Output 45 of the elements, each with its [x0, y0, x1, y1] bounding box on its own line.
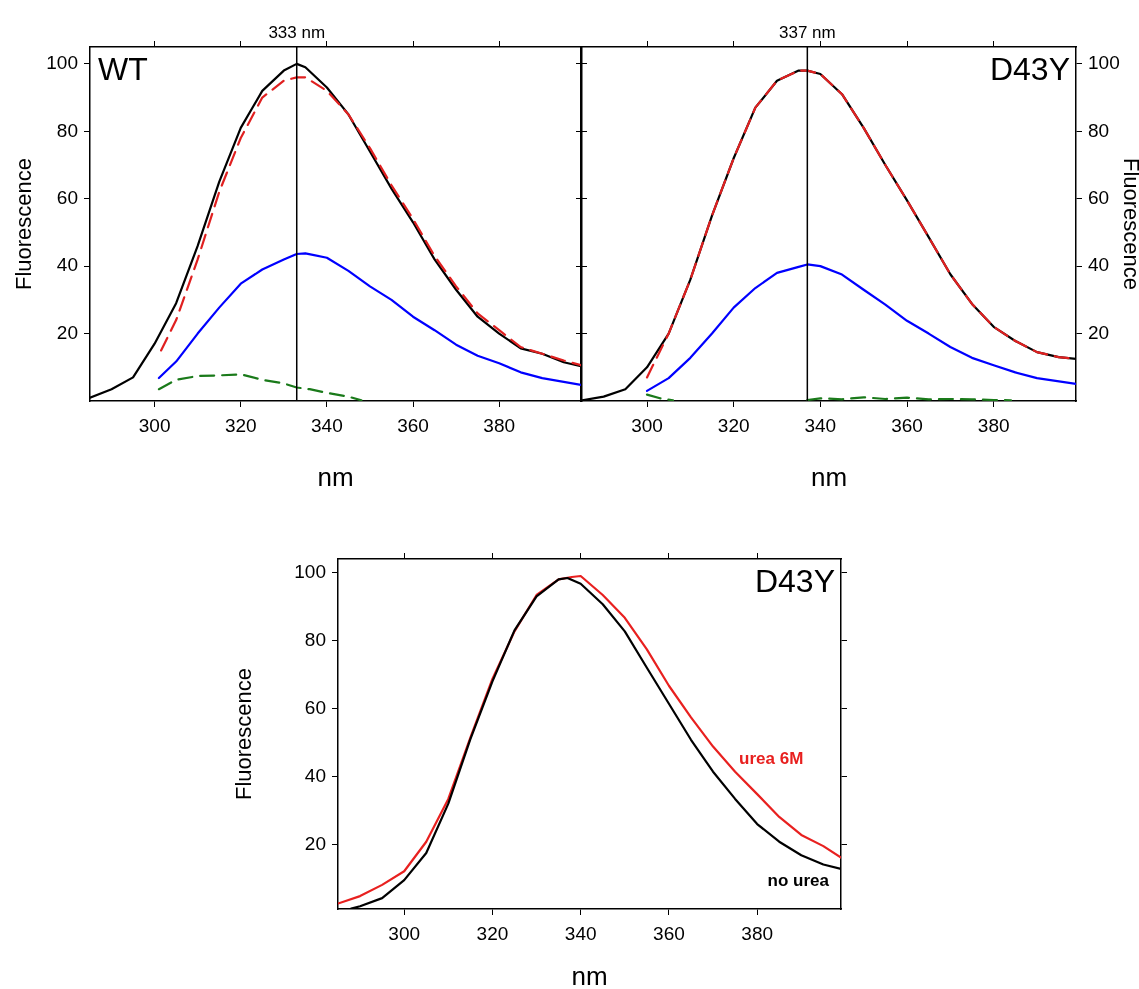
x-tick-label: 380 [977, 414, 1010, 436]
x-tick-label: 340 [564, 922, 597, 944]
x-tick-label: 340 [804, 414, 837, 436]
x-tick-label: 380 [741, 922, 774, 944]
x-tick-label: 300 [138, 414, 171, 436]
x-tick-label: 380 [483, 414, 516, 436]
annotation: D43Y [989, 50, 1070, 87]
series-label: no urea [767, 871, 830, 891]
y2-tick-label: 60 [1088, 186, 1110, 208]
y-tick-label: 40 [56, 254, 78, 276]
line-series [159, 76, 581, 367]
series-label: urea 6M [739, 749, 804, 769]
y-axis-title: Fluorescence [231, 667, 257, 801]
x-axis-title: nm [571, 960, 608, 989]
ref-line-label: 337 nm [778, 23, 836, 43]
y2-tick-label: 20 [1088, 321, 1110, 343]
x-tick-label: 340 [311, 414, 343, 436]
x-tick-label: 300 [631, 414, 663, 436]
annotation: WT [98, 50, 148, 87]
line-series [157, 373, 363, 401]
y-tick-label: 60 [56, 186, 78, 208]
y-tick-label: 20 [304, 832, 326, 854]
x-tick-label: 320 [717, 414, 750, 436]
x-tick-label: 360 [891, 414, 923, 436]
y-tick-label: 20 [56, 321, 78, 343]
x-axis-title: nm [317, 461, 354, 492]
y-axis-title: Fluorescence [11, 157, 37, 291]
y2-axis-title: Fluorescence [1118, 157, 1139, 291]
ref-line-label: 333 nm [268, 23, 326, 43]
x-tick-label: 300 [388, 922, 421, 944]
y2-tick-label: 100 [1088, 52, 1120, 74]
x-tick-label: 320 [224, 414, 257, 436]
y-tick-label: 60 [304, 696, 326, 718]
y2-tick-label: 40 [1088, 254, 1110, 276]
y-tick-label: 40 [304, 764, 326, 786]
y2-tick-label: 80 [1088, 119, 1110, 141]
y-tick-label: 100 [46, 52, 78, 74]
x-tick-label: 360 [653, 922, 685, 944]
x-tick-label: 320 [476, 922, 509, 944]
y-tick-label: 100 [294, 560, 326, 582]
x-tick-label: 360 [397, 414, 429, 436]
y-tick-label: 80 [56, 119, 78, 141]
annotation: D43Y [754, 562, 835, 599]
y-tick-label: 80 [304, 628, 326, 650]
x-axis-title: nm [810, 461, 848, 492]
